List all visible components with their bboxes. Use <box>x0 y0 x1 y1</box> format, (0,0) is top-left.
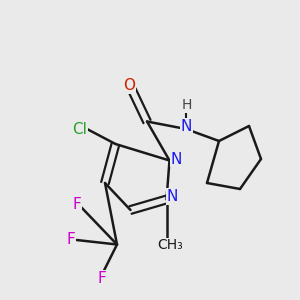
Text: F: F <box>66 232 75 247</box>
Text: N: N <box>181 119 192 134</box>
Text: Cl: Cl <box>72 122 87 136</box>
Text: O: O <box>123 78 135 93</box>
Text: CH₃: CH₃ <box>157 238 183 252</box>
Text: F: F <box>72 197 81 212</box>
Text: N: N <box>167 189 178 204</box>
Text: N: N <box>170 152 182 166</box>
Text: H: H <box>182 98 192 112</box>
Text: F: F <box>98 271 106 286</box>
